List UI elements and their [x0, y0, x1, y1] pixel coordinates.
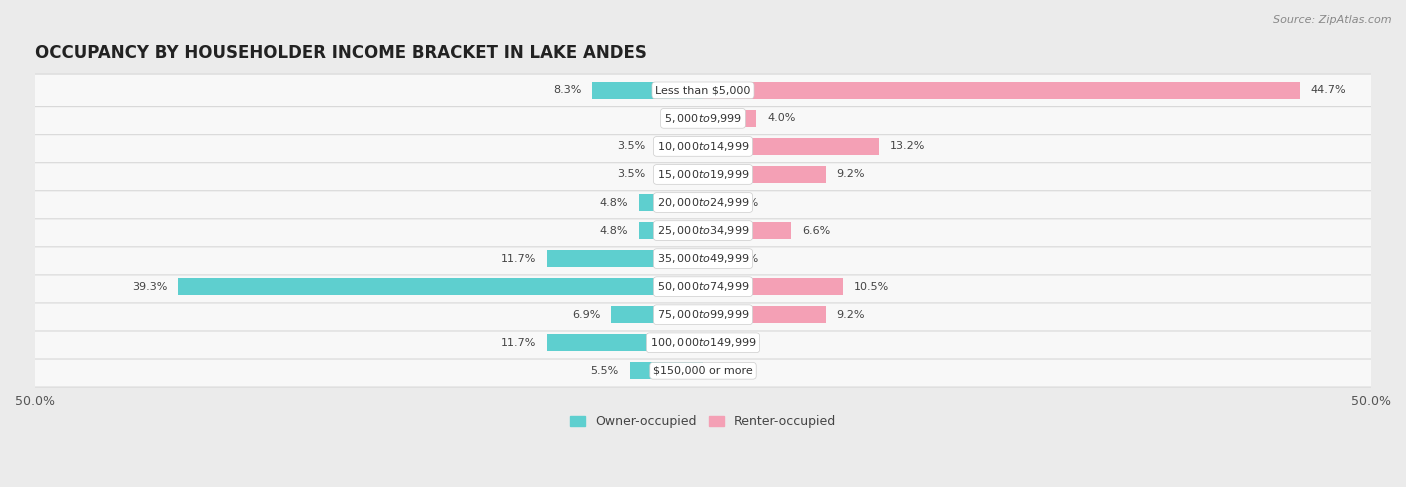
Bar — [547, 250, 703, 267]
Text: 5.5%: 5.5% — [591, 366, 619, 376]
Text: 11.7%: 11.7% — [501, 254, 536, 263]
FancyBboxPatch shape — [28, 299, 1378, 331]
FancyBboxPatch shape — [28, 355, 1378, 387]
Text: $20,000 to $24,999: $20,000 to $24,999 — [657, 196, 749, 209]
FancyBboxPatch shape — [28, 158, 1378, 191]
Text: 44.7%: 44.7% — [1310, 85, 1347, 95]
Text: 13.2%: 13.2% — [890, 141, 925, 151]
Text: $25,000 to $34,999: $25,000 to $34,999 — [657, 224, 749, 237]
Bar — [703, 166, 825, 183]
Bar — [703, 278, 844, 295]
Bar — [592, 82, 703, 99]
Bar — [638, 222, 703, 239]
Text: $10,000 to $14,999: $10,000 to $14,999 — [657, 140, 749, 153]
Bar — [657, 166, 703, 183]
Text: 9.2%: 9.2% — [837, 169, 865, 180]
Bar — [610, 306, 703, 323]
FancyBboxPatch shape — [28, 186, 1378, 219]
Text: $75,000 to $99,999: $75,000 to $99,999 — [657, 308, 749, 321]
FancyBboxPatch shape — [28, 74, 1378, 107]
Text: 3.5%: 3.5% — [617, 141, 645, 151]
Text: 0.0%: 0.0% — [714, 366, 742, 376]
Text: 1.3%: 1.3% — [731, 254, 759, 263]
Bar — [703, 194, 720, 211]
Text: Less than $5,000: Less than $5,000 — [655, 85, 751, 95]
Text: 6.9%: 6.9% — [572, 310, 600, 319]
Bar — [179, 278, 703, 295]
Text: $15,000 to $19,999: $15,000 to $19,999 — [657, 168, 749, 181]
Text: OCCUPANCY BY HOUSEHOLDER INCOME BRACKET IN LAKE ANDES: OCCUPANCY BY HOUSEHOLDER INCOME BRACKET … — [35, 44, 647, 62]
Text: $35,000 to $49,999: $35,000 to $49,999 — [657, 252, 749, 265]
Text: 8.3%: 8.3% — [553, 85, 582, 95]
FancyBboxPatch shape — [28, 243, 1378, 275]
Bar — [703, 138, 879, 155]
Text: 6.6%: 6.6% — [801, 225, 830, 236]
Bar — [703, 222, 792, 239]
Text: $100,000 to $149,999: $100,000 to $149,999 — [650, 336, 756, 349]
Bar — [630, 362, 703, 379]
Bar — [703, 110, 756, 127]
Text: 4.8%: 4.8% — [600, 225, 628, 236]
Bar — [703, 250, 720, 267]
Bar — [703, 306, 825, 323]
Bar — [703, 82, 1301, 99]
Text: 0.0%: 0.0% — [664, 113, 692, 123]
Text: $5,000 to $9,999: $5,000 to $9,999 — [664, 112, 742, 125]
FancyBboxPatch shape — [28, 130, 1378, 163]
Text: $50,000 to $74,999: $50,000 to $74,999 — [657, 280, 749, 293]
Text: $150,000 or more: $150,000 or more — [654, 366, 752, 376]
Text: 10.5%: 10.5% — [853, 281, 889, 292]
Bar — [547, 334, 703, 352]
FancyBboxPatch shape — [28, 326, 1378, 359]
Bar — [638, 194, 703, 211]
FancyBboxPatch shape — [28, 270, 1378, 303]
Text: 3.5%: 3.5% — [617, 169, 645, 180]
Text: 4.0%: 4.0% — [768, 113, 796, 123]
Text: 39.3%: 39.3% — [132, 281, 167, 292]
Text: 11.7%: 11.7% — [501, 338, 536, 348]
Text: 4.8%: 4.8% — [600, 198, 628, 207]
Text: 9.2%: 9.2% — [837, 310, 865, 319]
Text: 0.0%: 0.0% — [714, 338, 742, 348]
Text: 1.3%: 1.3% — [731, 198, 759, 207]
Bar — [657, 138, 703, 155]
FancyBboxPatch shape — [28, 214, 1378, 247]
Text: Source: ZipAtlas.com: Source: ZipAtlas.com — [1274, 15, 1392, 25]
Legend: Owner-occupied, Renter-occupied: Owner-occupied, Renter-occupied — [565, 411, 841, 433]
FancyBboxPatch shape — [28, 102, 1378, 134]
